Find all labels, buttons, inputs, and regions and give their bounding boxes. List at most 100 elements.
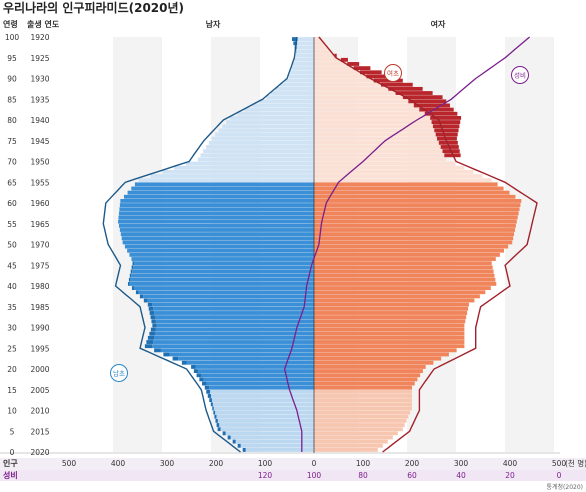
grid-band (456, 37, 505, 452)
female-bar (314, 116, 431, 120)
female-bar (314, 236, 514, 241)
birth-year-tick-label: 1950 (30, 158, 49, 167)
age-tick-label: 100 (5, 33, 20, 42)
male-bar (215, 410, 314, 415)
female-bar (314, 145, 441, 149)
male-surplus-bar (222, 431, 226, 436)
male-surplus-bar (131, 265, 134, 270)
female-bar (314, 394, 412, 398)
sex-ratio-tick-label: 60 (407, 471, 417, 480)
male-bar (244, 107, 314, 112)
male-surplus-bar (131, 286, 134, 290)
male-bar (147, 298, 314, 303)
female-bar (314, 427, 403, 432)
female-surplus-bar (408, 99, 447, 104)
male-surplus-bar (227, 435, 231, 440)
male-surplus-bar (213, 410, 216, 415)
female-bar (314, 45, 329, 50)
male-bar (198, 369, 314, 373)
birth-year-tick-label: 1960 (30, 199, 49, 208)
female-bar (314, 49, 332, 54)
female-bar (314, 203, 521, 207)
sex-ratio-tick-label: 20 (505, 471, 515, 480)
male-bar (220, 427, 314, 432)
grid-band (358, 37, 407, 452)
female-bar (314, 277, 496, 282)
female-bar (314, 186, 504, 191)
age-tick-label: 45 (7, 261, 17, 270)
female-surplus-bar (360, 70, 382, 75)
female-bar (314, 223, 516, 228)
male-surplus-bar (210, 402, 213, 407)
male-bar (133, 286, 314, 290)
male-bar (119, 228, 315, 232)
age-tick-label: 20 (7, 365, 17, 374)
female-bar (314, 207, 520, 212)
female-bar (314, 140, 439, 145)
male-bar (127, 190, 314, 195)
female-bar (314, 344, 465, 349)
male-bar (129, 252, 314, 257)
male-bar (295, 53, 314, 58)
male-bar (205, 145, 314, 149)
male-bar (291, 66, 314, 71)
male-bar (229, 116, 314, 120)
male-surplus-bar (172, 356, 179, 361)
male-surplus-bar (191, 365, 196, 369)
male-surplus-badge (110, 364, 128, 382)
male-bar (118, 223, 314, 228)
birth-year-tick-label: 1945 (30, 137, 49, 146)
male-surplus-bar (147, 335, 155, 340)
female-bar (314, 335, 465, 340)
male-surplus-bar (163, 352, 170, 357)
birth-year-tick-label: 1970 (30, 241, 49, 250)
female-bar (314, 70, 361, 75)
female-bar (314, 240, 513, 245)
male-surplus-bar (199, 377, 204, 382)
grid-band (505, 37, 554, 452)
female-bar (314, 161, 456, 166)
female-bar (314, 37, 322, 41)
x-tick-label: 100 (258, 459, 273, 468)
male-surplus-bar (143, 298, 148, 303)
female-bar (314, 244, 509, 249)
male-bar (153, 306, 314, 311)
female-bar (314, 373, 421, 378)
female-surplus-bar (347, 62, 360, 66)
female-bar (314, 319, 466, 324)
male-surplus-bar (204, 385, 210, 390)
female-bar (314, 99, 409, 104)
male-surplus-bar (151, 319, 156, 324)
female-surplus-bar (419, 107, 454, 112)
female-bar (314, 298, 475, 303)
x-tick-label: 400 (111, 459, 126, 468)
female-bar (314, 257, 496, 261)
male-bar (216, 414, 314, 419)
female-bar (314, 132, 436, 137)
male-bar (195, 365, 314, 369)
female-bar (314, 219, 517, 224)
male-bar (131, 186, 314, 191)
female-bar (314, 327, 465, 332)
female-bar (314, 57, 341, 62)
birth-year-tick-label: 2005 (30, 386, 49, 395)
male-bar (153, 340, 314, 344)
female-bar (314, 86, 389, 91)
male-bar (118, 211, 314, 216)
male-bar (219, 423, 314, 427)
male-bar (131, 273, 314, 278)
male-bar (236, 111, 314, 116)
female-bar (314, 82, 381, 87)
male-surplus-bar (292, 37, 298, 41)
female-surplus-bar (434, 128, 459, 133)
age-tick-label: 15 (7, 386, 17, 395)
female-bar (314, 95, 403, 100)
grid-band (260, 37, 309, 452)
male-bar (296, 45, 314, 50)
male-bar (230, 435, 314, 440)
sex-ratio-tick-label: 40 (456, 471, 466, 480)
male-bar (131, 257, 314, 261)
female-bar (314, 103, 414, 108)
male-bar (160, 348, 314, 353)
female-bar (314, 385, 412, 390)
